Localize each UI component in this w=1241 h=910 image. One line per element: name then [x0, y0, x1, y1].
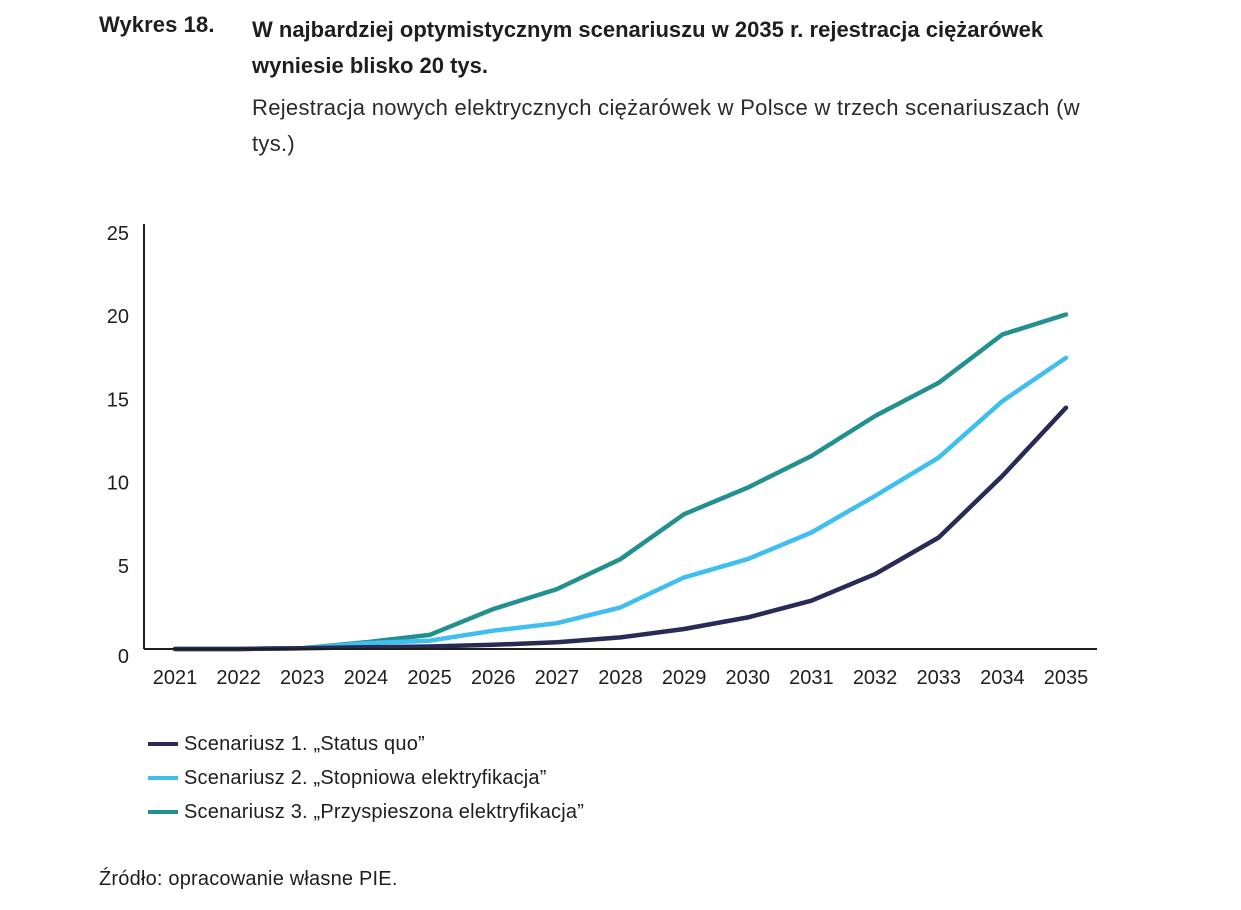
legend-swatch-scenario-1: [148, 742, 178, 746]
x-tick-label: 2026: [471, 667, 516, 689]
x-tick-label: 2028: [598, 667, 643, 689]
x-tick-label: 2021: [153, 667, 198, 689]
x-tick-label: 2022: [216, 667, 261, 689]
x-tick-label: 2031: [789, 667, 834, 689]
legend-item-scenario-2: Scenariusz 2. „Stopniowa elektryfikacja”: [148, 761, 584, 795]
source-note: Źródło: opracowanie własne PIE.: [99, 868, 398, 890]
series-line-scenario-2: [172, 355, 1069, 652]
legend-label-scenario-2: Scenariusz 2. „Stopniowa elektryfikacja”: [184, 766, 547, 789]
x-tick-label: 2032: [853, 667, 898, 689]
chart-title: W najbardziej optymistycznym scenariuszu…: [252, 17, 1044, 78]
x-tick-label: 2034: [980, 667, 1025, 689]
series-line-scenario-1: [172, 405, 1069, 652]
y-tick-label: 25: [107, 223, 129, 245]
y-tick-label: 5: [118, 556, 129, 578]
x-tick-label: 2030: [726, 667, 771, 689]
legend-label-scenario-1: Scenariusz 1. „Status quo”: [184, 732, 425, 755]
figure-label: Wykres 18.: [99, 12, 215, 37]
legend-label-scenario-3: Scenariusz 3. „Przyspieszona elektryfika…: [184, 800, 585, 823]
y-axis-ticks: 0 5 10 15 20 25: [107, 223, 129, 668]
y-tick-label: 0: [118, 646, 129, 668]
series-line-scenario-3: [172, 312, 1069, 652]
x-tick-label: 2029: [662, 667, 707, 689]
x-tick-label: 2023: [280, 667, 325, 689]
x-tick-label: 2035: [1044, 667, 1089, 689]
legend: Scenariusz 1. „Status quo” Scenariusz 2.…: [148, 727, 584, 829]
legend-item-scenario-3: Scenariusz 3. „Przyspieszona elektryfika…: [148, 795, 584, 829]
legend-swatch-scenario-3: [148, 810, 178, 814]
x-tick-label: 2033: [916, 667, 961, 689]
series-lines: [172, 312, 1069, 652]
legend-item-scenario-1: Scenariusz 1. „Status quo”: [148, 727, 584, 761]
y-tick-label: 10: [107, 473, 129, 495]
y-tick-label: 15: [107, 389, 129, 411]
x-tick-label: 2027: [535, 667, 580, 689]
legend-swatch-scenario-2: [148, 776, 178, 780]
x-tick-label: 2024: [344, 667, 389, 689]
x-axis-ticks: 2021 2022 2023 2024 2025 2026 2027 2028 2029 2030…: [153, 667, 1089, 689]
chart-subtitle: Rejestracja nowych elektrycznych ciężaró…: [252, 95, 1080, 156]
y-tick-label: 20: [107, 306, 129, 328]
x-tick-label: 2025: [407, 667, 452, 689]
